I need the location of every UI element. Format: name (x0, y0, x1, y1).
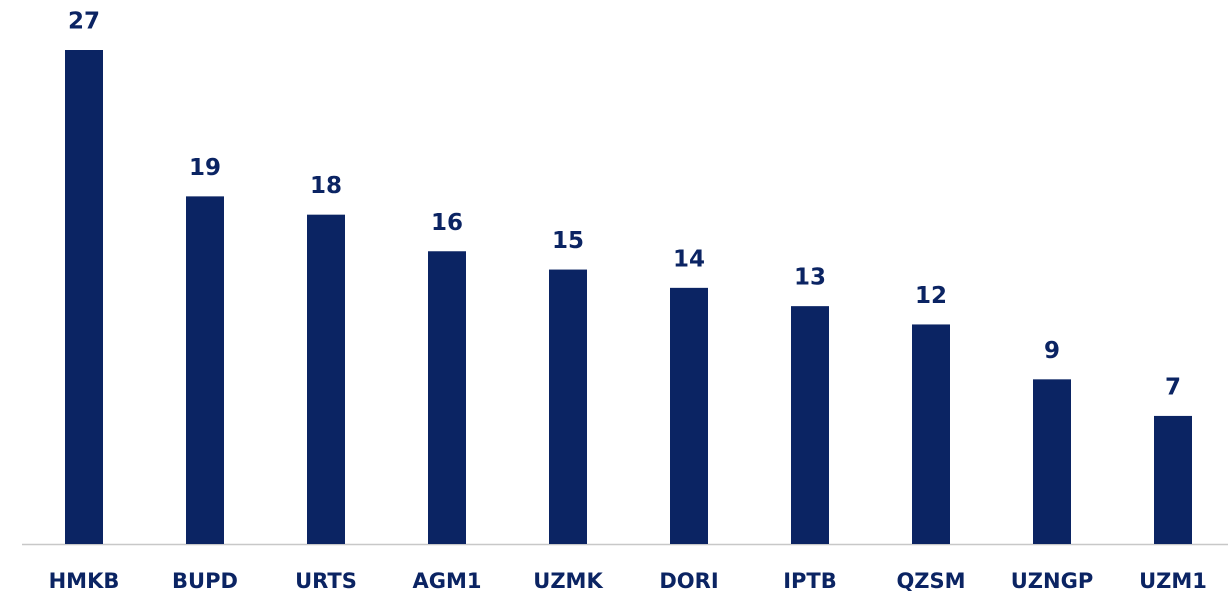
data-label: 16 (431, 210, 463, 236)
bar (307, 214, 345, 544)
data-label: 7 (1165, 374, 1181, 400)
bar (791, 306, 829, 544)
data-label: 19 (189, 155, 221, 181)
x-tick-label: UZM1 (1139, 569, 1207, 593)
data-label: 15 (552, 228, 584, 254)
x-tick-label: DORI (659, 569, 718, 593)
data-label: 9 (1044, 338, 1060, 364)
bar (549, 269, 587, 544)
data-label: 18 (310, 173, 342, 199)
bar (670, 287, 708, 544)
x-tick-label: HMKB (49, 569, 120, 593)
x-tick-label: UZMK (533, 569, 603, 593)
x-tick-label: AGM1 (413, 569, 482, 593)
x-tick-label: UZNGP (1011, 569, 1093, 593)
data-label: 13 (794, 265, 826, 291)
x-tick-label: IPTB (783, 569, 837, 593)
bar (428, 251, 466, 544)
bar (1154, 415, 1192, 544)
x-tick-label: BUPD (172, 569, 238, 593)
bar (65, 50, 103, 544)
x-tick-label: URTS (295, 569, 357, 593)
x-tick-label: QZSM (896, 569, 965, 593)
data-label: 27 (68, 9, 100, 35)
bar (186, 196, 224, 545)
bar (1033, 379, 1071, 544)
data-label: 12 (915, 283, 947, 309)
bar (912, 324, 950, 544)
data-label: 14 (673, 246, 705, 272)
